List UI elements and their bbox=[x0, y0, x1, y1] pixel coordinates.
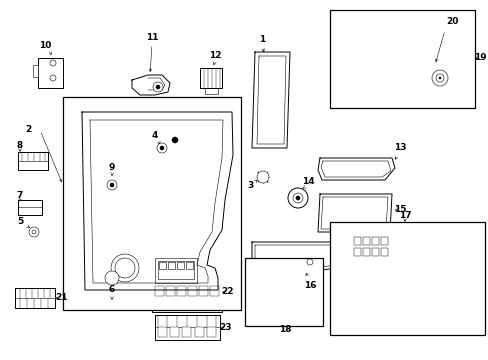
Text: 6: 6 bbox=[109, 285, 115, 294]
Bar bbox=[209, 286, 219, 296]
Bar bbox=[177, 286, 185, 296]
Bar bbox=[158, 327, 167, 337]
Circle shape bbox=[295, 196, 299, 200]
Text: 19: 19 bbox=[473, 54, 486, 63]
Text: 16: 16 bbox=[303, 280, 316, 289]
Text: 5: 5 bbox=[17, 217, 23, 226]
Text: 22: 22 bbox=[221, 288, 234, 297]
Bar bbox=[38, 58, 63, 88]
Text: 1: 1 bbox=[258, 36, 264, 45]
Bar bbox=[155, 286, 163, 296]
Circle shape bbox=[438, 77, 440, 79]
Circle shape bbox=[257, 171, 268, 183]
Text: 9: 9 bbox=[109, 163, 115, 172]
Bar bbox=[206, 327, 216, 337]
Circle shape bbox=[50, 75, 56, 81]
Bar bbox=[177, 262, 183, 269]
Text: 13: 13 bbox=[393, 144, 406, 153]
Bar bbox=[353, 248, 360, 256]
Circle shape bbox=[292, 193, 303, 203]
Text: 21: 21 bbox=[56, 293, 68, 302]
Circle shape bbox=[32, 230, 36, 234]
Bar bbox=[371, 248, 378, 256]
Bar bbox=[195, 327, 203, 337]
Circle shape bbox=[29, 227, 39, 237]
Bar bbox=[362, 248, 369, 256]
Bar bbox=[185, 262, 193, 269]
Bar bbox=[362, 237, 369, 245]
Bar bbox=[353, 237, 360, 245]
Bar bbox=[182, 327, 191, 337]
Text: 20: 20 bbox=[445, 18, 457, 27]
Circle shape bbox=[50, 60, 56, 66]
Circle shape bbox=[111, 254, 139, 282]
Text: 10: 10 bbox=[39, 40, 51, 49]
Circle shape bbox=[160, 146, 163, 150]
Bar bbox=[170, 327, 179, 337]
Bar bbox=[158, 261, 194, 279]
Text: 2: 2 bbox=[25, 126, 31, 135]
Circle shape bbox=[306, 259, 312, 265]
Bar bbox=[329, 10, 474, 108]
Circle shape bbox=[172, 137, 178, 143]
Bar bbox=[199, 286, 207, 296]
Text: 12: 12 bbox=[208, 50, 221, 59]
Bar bbox=[159, 262, 165, 269]
Text: 8: 8 bbox=[17, 140, 23, 149]
Circle shape bbox=[157, 143, 167, 153]
Text: 15: 15 bbox=[393, 206, 406, 215]
Text: 17: 17 bbox=[398, 211, 410, 220]
Text: 23: 23 bbox=[218, 324, 231, 333]
Circle shape bbox=[115, 258, 135, 278]
Text: 4: 4 bbox=[151, 130, 158, 139]
Circle shape bbox=[110, 183, 114, 187]
Bar bbox=[244, 258, 323, 326]
Text: 7: 7 bbox=[17, 190, 23, 199]
Bar bbox=[380, 248, 387, 256]
Bar bbox=[33, 65, 38, 77]
Bar bbox=[165, 286, 175, 296]
Circle shape bbox=[153, 82, 163, 92]
Circle shape bbox=[435, 74, 443, 82]
Bar bbox=[380, 237, 387, 245]
Circle shape bbox=[287, 188, 307, 208]
Bar bbox=[329, 222, 484, 335]
Text: 3: 3 bbox=[246, 180, 253, 189]
Text: 18: 18 bbox=[278, 325, 291, 334]
Circle shape bbox=[156, 85, 160, 89]
Bar bbox=[155, 258, 197, 283]
Bar bbox=[187, 286, 197, 296]
Bar bbox=[63, 97, 241, 310]
Bar bbox=[168, 262, 175, 269]
Text: 11: 11 bbox=[145, 33, 158, 42]
Text: 14: 14 bbox=[301, 177, 314, 186]
Bar bbox=[371, 237, 378, 245]
Circle shape bbox=[431, 70, 447, 86]
Circle shape bbox=[107, 180, 117, 190]
Circle shape bbox=[105, 271, 119, 285]
